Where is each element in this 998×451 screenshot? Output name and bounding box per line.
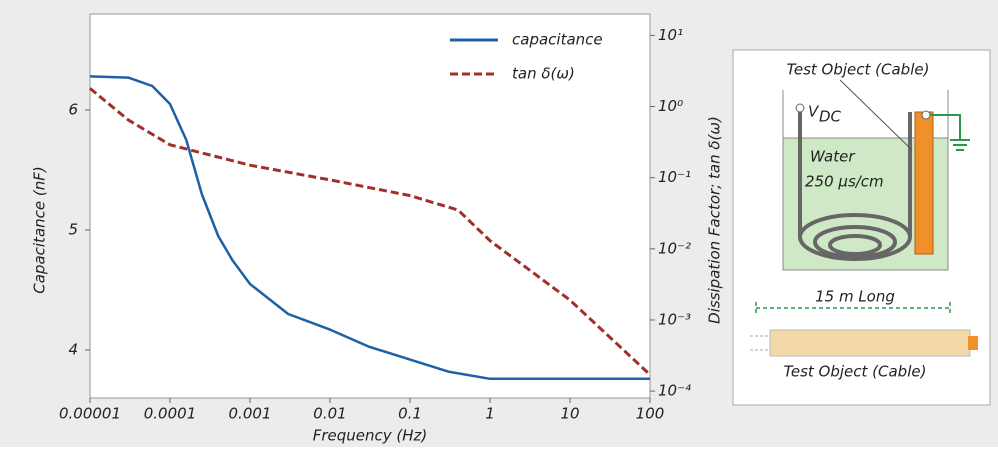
cable-body	[769, 329, 971, 357]
x-axis-label: Frequency (Hz)	[313, 427, 428, 445]
plot-area	[89, 13, 651, 399]
legend-label: tan δ(ω)	[512, 65, 575, 83]
water-label: Water	[810, 148, 855, 166]
x-tick-label: 10	[560, 405, 579, 423]
series-line	[89, 75, 650, 381]
y-tick-label: 6	[68, 101, 78, 119]
y2-tick-label: 10⁻⁴	[658, 382, 691, 400]
diagram-label: Test Object (Cable)	[784, 363, 927, 381]
cable-end	[750, 335, 770, 351]
y2-axis-label: Dissipation Factor; tan δ(ω)	[706, 116, 724, 324]
legend-label: capacitance	[512, 31, 603, 49]
y-tick-label: 5	[68, 221, 78, 239]
y-axis-label: Capacitance (nF)	[31, 166, 49, 293]
terminal	[921, 110, 931, 120]
conductivity-label: 250 μs/cm	[805, 173, 884, 191]
length-label: 15 m Long	[815, 288, 895, 306]
y2-tick-label: 10¹	[658, 26, 683, 44]
y2-tick-label: 10⁰	[658, 97, 683, 115]
coil	[798, 112, 912, 261]
length-arrow	[755, 302, 951, 314]
cable-core	[968, 336, 978, 350]
cable-sample	[914, 111, 934, 255]
x-tick-label: 0.01	[313, 405, 346, 423]
x-tick-label: 0.001	[229, 405, 272, 423]
x-tick-label: 0.0001	[144, 405, 197, 423]
y2-tick-label: 10⁻²	[658, 239, 691, 257]
ground	[930, 114, 970, 151]
terminal	[795, 103, 805, 113]
vdc-subscript: DC	[819, 108, 842, 126]
diagram: Test Object (Cable) V DC Water 250 μs/cm…	[732, 49, 991, 406]
series-line	[89, 87, 652, 376]
x-tick-label: 0.1	[398, 405, 422, 423]
x-tick-label: 100	[636, 405, 665, 423]
pointer	[839, 79, 913, 151]
x-tick-label: 0.00001	[59, 405, 121, 423]
y2-tick-label: 10⁻³	[658, 310, 691, 328]
y-tick-label: 4	[68, 341, 78, 359]
diagram-label: Test Object (Cable)	[787, 61, 930, 79]
vdc-label: V	[808, 103, 820, 121]
x-tick-label: 1	[485, 405, 495, 423]
y2-tick-label: 10⁻¹	[658, 168, 691, 186]
